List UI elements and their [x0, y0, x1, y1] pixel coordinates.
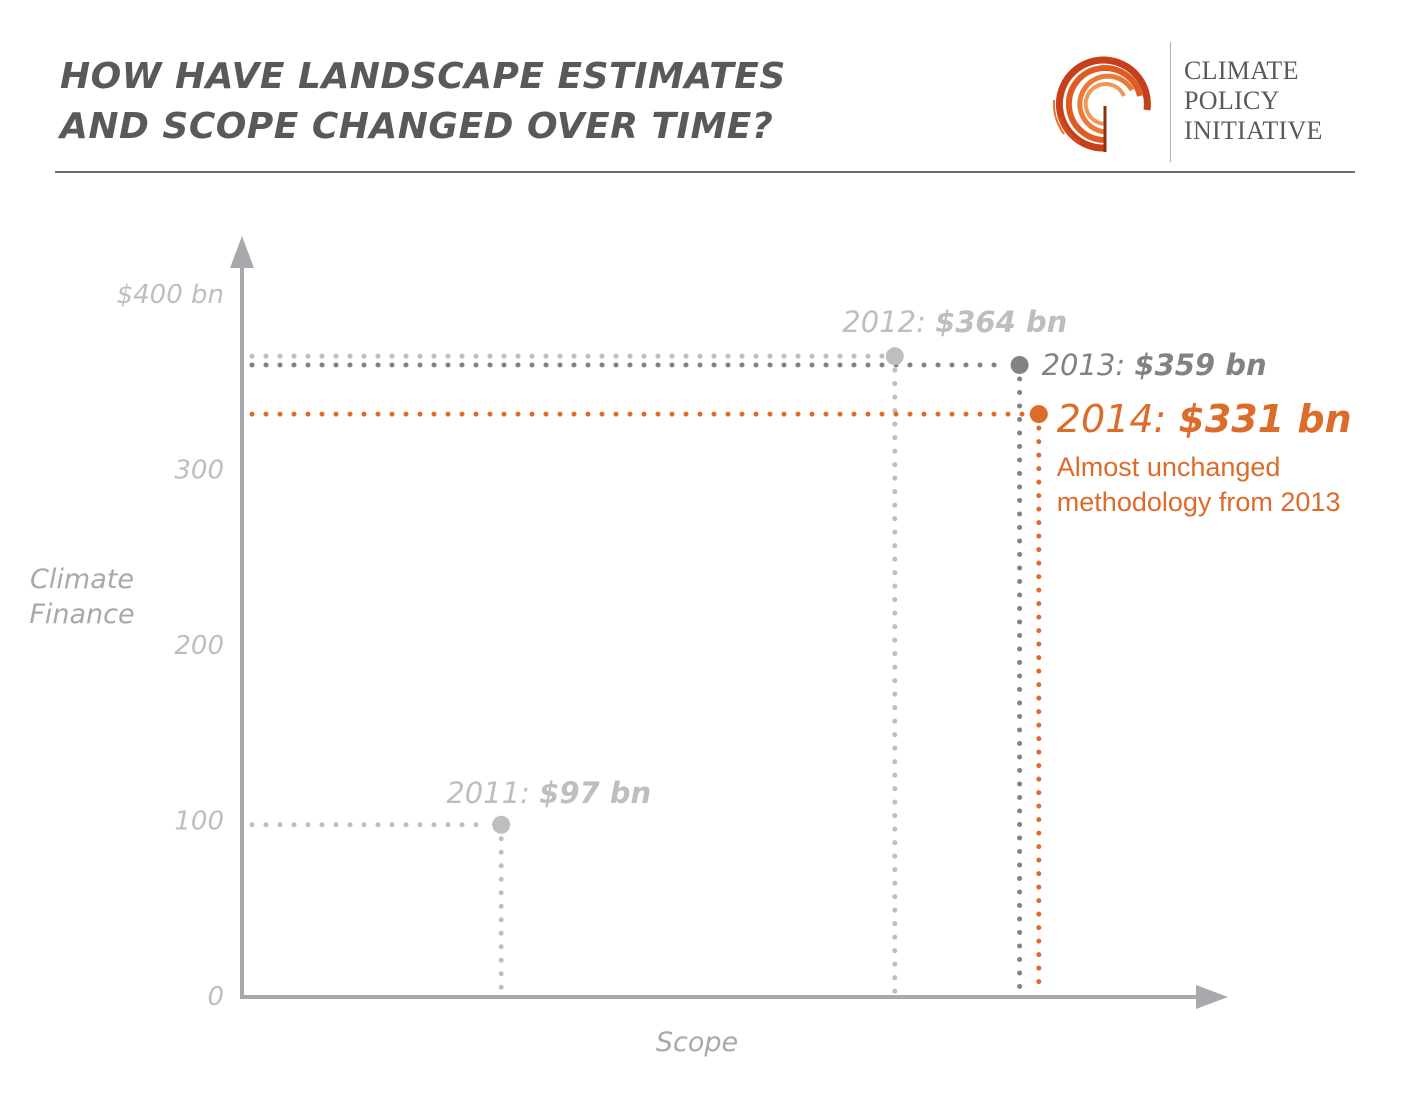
- data-label: 2013: $359 bn: [1042, 348, 1267, 382]
- data-point: [1011, 356, 1029, 374]
- y-axis-label-line-2: Finance: [29, 599, 134, 630]
- x-axis-arrow-icon: [1196, 985, 1228, 1009]
- data-point: [1030, 405, 1048, 423]
- annotation-line-1: Almost unchanged: [1057, 452, 1281, 482]
- x-axis-label: Scope: [656, 1027, 738, 1058]
- data-label-value: $97 bn: [539, 776, 651, 810]
- y-tick-label: 100: [174, 807, 224, 837]
- y-axis-arrow-icon: [230, 236, 254, 268]
- data-point: [886, 347, 904, 365]
- data-label-value: $331 bn: [1178, 397, 1351, 441]
- data-label-year: 2012:: [842, 305, 935, 339]
- data-label-year: 2013:: [1042, 348, 1135, 382]
- y-tick-label: 0: [207, 982, 224, 1012]
- data-point: [492, 816, 510, 834]
- data-label-value: $359 bn: [1134, 348, 1266, 382]
- annotation-line-2: methodology from 2013: [1057, 487, 1341, 517]
- y-axis-label-line-1: Climate: [30, 564, 134, 595]
- data-label: 2014: $331 bn: [1057, 397, 1352, 441]
- data-label-year: 2011:: [446, 776, 539, 810]
- y-tick-label: 200: [174, 631, 224, 661]
- y-tick-label: 300: [174, 456, 224, 486]
- data-label: 2012: $364 bn: [842, 305, 1067, 339]
- data-label: 2011: $97 bn: [446, 776, 651, 810]
- y-tick-label: $400 bn: [117, 280, 224, 310]
- data-label-year: 2014:: [1057, 397, 1179, 441]
- data-label-value: $364 bn: [935, 305, 1067, 339]
